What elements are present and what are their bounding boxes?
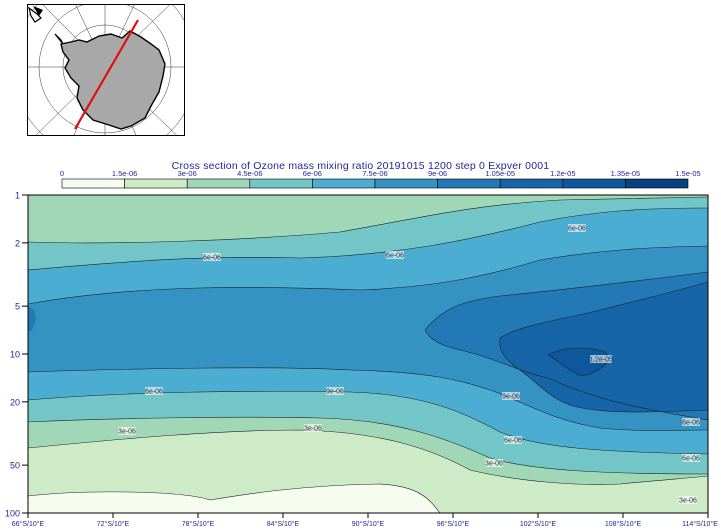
colorbar-tick-label: 6e-06 bbox=[303, 169, 322, 178]
contour-label: 3e-06 bbox=[118, 427, 136, 436]
y-tick-label: 1 bbox=[15, 191, 20, 201]
contour-label: 3e-06 bbox=[679, 496, 697, 505]
contour-label: 9e-06 bbox=[326, 387, 344, 396]
inset-polar-map bbox=[27, 4, 185, 136]
svg-text:3e-06: 3e-06 bbox=[118, 429, 136, 436]
y-tick-label: 50 bbox=[10, 461, 20, 471]
colorbar-tick-label: 1.5e-05 bbox=[675, 169, 700, 178]
cross-section-line bbox=[74, 19, 139, 130]
contour-label: 6e-06 bbox=[504, 436, 522, 445]
colorbar-tick-label: 7.5e-06 bbox=[362, 169, 387, 178]
contour-label: 3e-06 bbox=[304, 424, 322, 433]
contour-label: 9e-06 bbox=[502, 392, 520, 401]
contour-label: 1.2e-05 bbox=[589, 355, 613, 364]
band-edge-left bbox=[28, 306, 36, 332]
y-tick-label: 2 bbox=[15, 238, 20, 248]
contour-label: 3e-06 bbox=[485, 459, 503, 468]
colorbar: 0 1.5e-06 3e-06 4.5e-06 6e-06 7.5e-06 9e-06 1.0… bbox=[60, 169, 701, 189]
svg-text:6e-06: 6e-06 bbox=[145, 389, 163, 396]
x-tick-label: 78°S/10°E bbox=[182, 520, 215, 528]
svg-text:3e-06: 3e-06 bbox=[679, 498, 697, 505]
colorbar-tick-label: 1.35e-05 bbox=[611, 169, 641, 178]
contour-label: 6e-06 bbox=[682, 418, 700, 427]
contour-label: 6e-06 bbox=[145, 387, 163, 396]
band-surface bbox=[28, 484, 440, 513]
svg-text:3e-06: 3e-06 bbox=[485, 461, 503, 468]
colorbar-swatch bbox=[625, 178, 689, 189]
contour-label: 6e-06 bbox=[568, 224, 586, 233]
svg-text:3e-06: 3e-06 bbox=[304, 426, 322, 433]
x-tick-label: 108°S/10°E bbox=[605, 520, 642, 528]
y-tick-label: 5 bbox=[15, 302, 20, 312]
x-tick-label: 114°S/10°E bbox=[682, 520, 718, 528]
svg-text:6e-06: 6e-06 bbox=[682, 420, 700, 427]
colorbar-tick-label: 9e-06 bbox=[428, 169, 447, 178]
svg-text:6e-06: 6e-06 bbox=[203, 255, 221, 262]
contour-label: 6e-06 bbox=[386, 251, 404, 260]
colorbar-tick-label: 1.05e-05 bbox=[485, 169, 515, 178]
x-tick-label: 84°S/10°E bbox=[267, 520, 300, 528]
y-tick-label: 10 bbox=[10, 350, 20, 360]
x-tick-label: 96°S/10°E bbox=[437, 520, 470, 528]
svg-text:9e-06: 9e-06 bbox=[502, 394, 520, 401]
colorbar-tick-label: 3e-06 bbox=[178, 169, 197, 178]
colorbar-tick-label: 0 bbox=[60, 169, 64, 178]
svg-text:6e-06: 6e-06 bbox=[682, 456, 700, 463]
y-tick-label: 20 bbox=[10, 397, 20, 407]
contour-label: 6e-06 bbox=[203, 253, 221, 262]
x-tick-label: 102°S/10°E bbox=[520, 520, 557, 528]
band-lower-4 bbox=[28, 430, 708, 513]
x-tick-label: 66°S/10°E bbox=[12, 520, 45, 528]
contour-label: 6e-06 bbox=[682, 454, 700, 463]
svg-text:6e-06: 6e-06 bbox=[386, 253, 404, 260]
colorbar-tick-label: 1.2e-05 bbox=[550, 169, 575, 178]
x-tick-label: 72°S/10°E bbox=[97, 520, 130, 528]
x-tick-label: 90°S/10°E bbox=[352, 520, 385, 528]
svg-text:9e-06: 9e-06 bbox=[326, 389, 344, 396]
svg-text:6e-06: 6e-06 bbox=[568, 226, 586, 233]
y-tick-label: 100 bbox=[5, 509, 20, 519]
svg-text:6e-06: 6e-06 bbox=[504, 438, 522, 445]
chart-title: Cross section of Ozone mass mixing ratio… bbox=[171, 160, 550, 172]
colorbar-tick-label: 1.5e-06 bbox=[112, 169, 137, 178]
svg-text:1.2e-05: 1.2e-05 bbox=[589, 357, 613, 364]
antarctica-landmass bbox=[60, 30, 166, 130]
colorbar-tick-label: 4.5e-06 bbox=[237, 169, 262, 178]
